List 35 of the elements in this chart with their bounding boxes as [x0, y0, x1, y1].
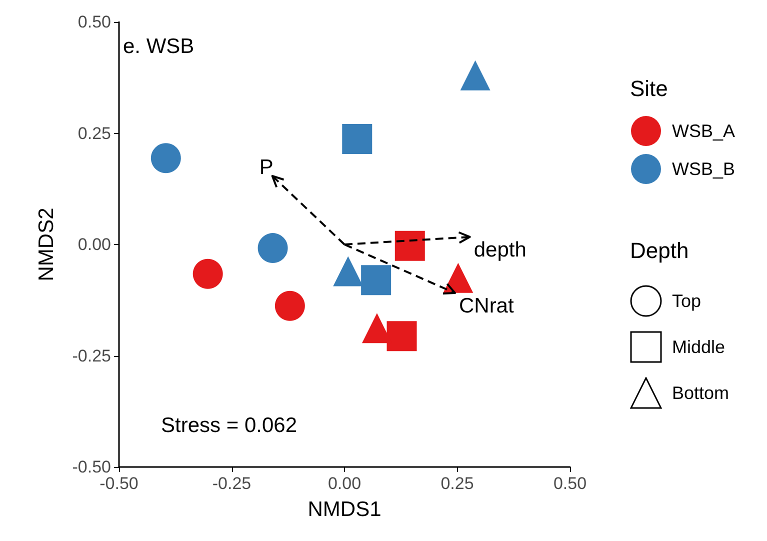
point: [460, 60, 490, 90]
annotation: e. WSB: [123, 35, 194, 58]
annotation: P: [259, 156, 274, 179]
text: Bottom: [672, 382, 730, 404]
point: [274, 290, 305, 321]
point: [150, 143, 181, 174]
annotation: CNrat: [458, 294, 514, 318]
y-tick-label: 0.00: [78, 235, 111, 254]
point: [394, 230, 425, 261]
text: Top: [672, 290, 702, 312]
y-axis-title: NMDS2: [35, 208, 58, 282]
point: [361, 265, 392, 296]
x-axis-title: NMDS1: [308, 498, 382, 521]
x-tick-label: 0.25: [440, 474, 474, 493]
text: Depth: [630, 238, 690, 264]
annotation: depth: [474, 238, 526, 262]
point: [386, 321, 417, 352]
point: [443, 262, 474, 293]
y-tick-label: -0.50: [72, 458, 111, 476]
x-tick-label: 0.00: [328, 474, 362, 493]
point: [192, 258, 223, 289]
y-tick-label: -0.25: [72, 346, 111, 366]
y-tick-label: 0.25: [78, 124, 111, 143]
annotation: Stress = 0.062: [161, 414, 297, 437]
text: Middle: [672, 336, 726, 358]
point: [342, 124, 372, 154]
point: [258, 233, 288, 264]
y-tick-label: 0.50: [78, 12, 111, 32]
x-tick-label: -0.50: [100, 474, 138, 493]
point: [333, 256, 364, 286]
text: Site: [630, 76, 669, 102]
x-tick-label: 0.50: [553, 474, 587, 493]
text: WSB_B: [672, 158, 736, 180]
x-tick-label: -0.25: [212, 474, 252, 493]
text: WSB_A: [672, 120, 736, 142]
